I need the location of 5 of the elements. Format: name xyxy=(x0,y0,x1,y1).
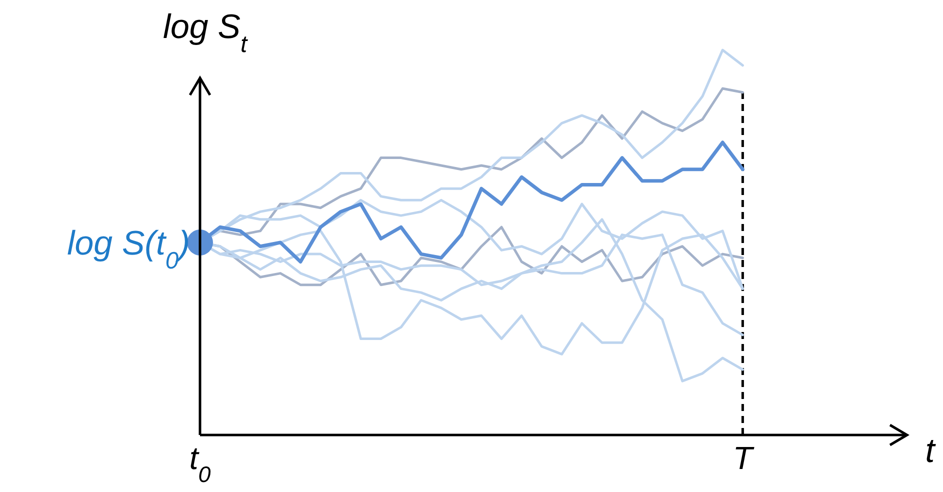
x-tick-label: T xyxy=(732,440,755,476)
annotation: log S(t$_{0}$) xyxy=(67,224,190,274)
y-axis-title: log S$_{t}$ xyxy=(162,8,248,58)
x-axis-title: t xyxy=(925,432,936,470)
x-tick-label: t$_{0}$ xyxy=(189,440,212,486)
